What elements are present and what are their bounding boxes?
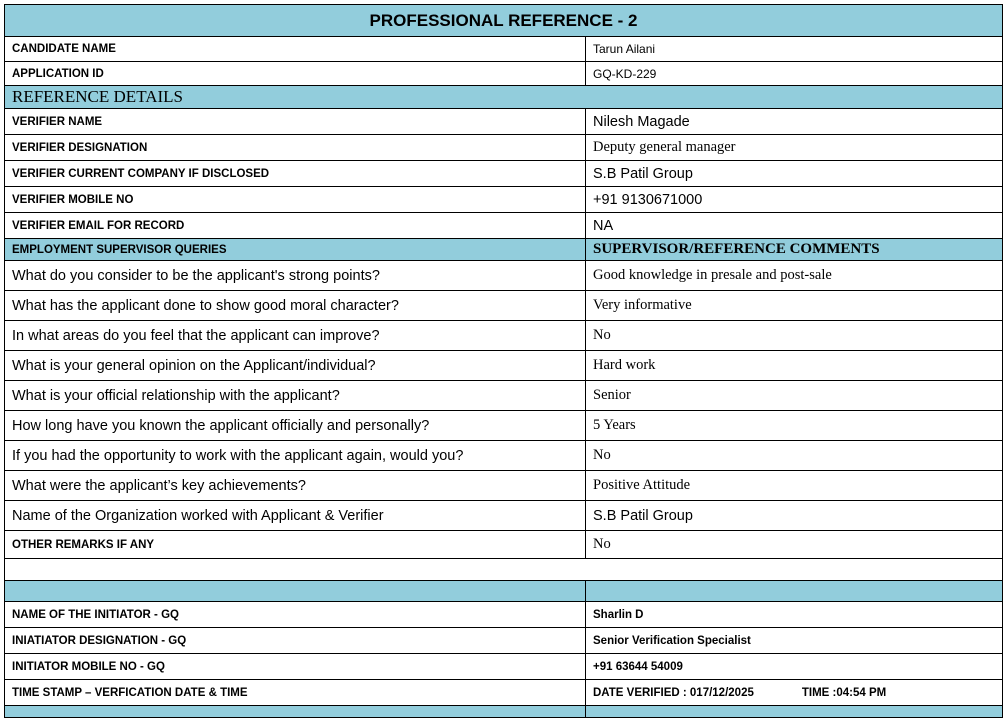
reference-table: PROFESSIONAL REFERENCE - 2 CANDIDATE NAM…: [3, 4, 1004, 718]
queries-header: EMPLOYMENT SUPERVISOR QUERIES: [4, 238, 586, 261]
verifier-value: Nilesh Magade: [584, 108, 1004, 135]
initiator-value: +91 63644 54009: [584, 653, 1004, 680]
query-question: In what areas do you feel that the appli…: [4, 320, 586, 351]
candidate-label: CANDIDATE NAME: [4, 36, 586, 62]
other-remarks-label: OTHER REMARKS IF ANY: [4, 530, 586, 559]
query-question: How long have you known the applicant of…: [4, 410, 586, 441]
verifier-label: VERIFIER CURRENT COMPANY IF DISCLOSED: [4, 160, 586, 187]
query-question: What is your general opinion on the Appl…: [4, 350, 586, 381]
query-answer: S.B Patil Group: [584, 500, 1004, 531]
blank-header-cell: [584, 580, 1004, 602]
query-question: What has the applicant done to show good…: [4, 290, 586, 321]
reference-section-header: REFERENCE DETAILS: [3, 85, 1004, 109]
query-question: What do you consider to be the applicant…: [4, 260, 586, 291]
query-question: Name of the Organization worked with App…: [4, 500, 586, 531]
query-answer: Good knowledge in presale and post-sale: [584, 260, 1004, 291]
page-title: PROFESSIONAL REFERENCE - 2: [3, 4, 1004, 37]
query-question: What is your official relationship with …: [4, 380, 586, 411]
verifier-value: Deputy general manager: [584, 134, 1004, 161]
application-value: GQ-KD-229: [584, 61, 1004, 86]
query-answer: 5 Years: [584, 410, 1004, 441]
query-answer: Positive Attitude: [584, 470, 1004, 501]
blank-header-cell: [4, 580, 586, 602]
verifier-label: VERIFIER DESIGNATION: [4, 134, 586, 161]
query-answer: Senior: [584, 380, 1004, 411]
date-verified: DATE VERIFIED : 017/12/2025: [593, 686, 754, 699]
query-answer: No: [584, 320, 1004, 351]
query-answer: Very informative: [584, 290, 1004, 321]
other-remarks-value: No: [584, 530, 1004, 559]
initiator-label: INITIATOR MOBILE NO - GQ: [4, 653, 586, 680]
comments-header: SUPERVISOR/REFERENCE COMMENTS: [584, 238, 1004, 261]
query-question: If you had the opportunity to work with …: [4, 440, 586, 471]
query-question: What were the applicant’s key achievemen…: [4, 470, 586, 501]
application-label: APPLICATION ID: [4, 61, 586, 86]
initiator-value: Senior Verification Specialist: [584, 627, 1004, 654]
blank-row: [3, 558, 1004, 581]
candidate-value: Tarun Ailani: [584, 36, 1004, 62]
verifier-value: NA: [584, 212, 1004, 239]
time-verified: TIME :04:54 PM: [801, 686, 887, 699]
initiator-label: NAME OF THE INITIATOR - GQ: [4, 601, 586, 628]
initiator-label: INIATIATOR DESIGNATION - GQ: [4, 627, 586, 654]
verifier-label: VERIFIER MOBILE NO: [4, 186, 586, 213]
timestamp-label: TIME STAMP – VERFICATION DATE & TIME: [4, 679, 586, 706]
verifier-value: S.B Patil Group: [584, 160, 1004, 187]
query-answer: No: [584, 440, 1004, 471]
verifier-label: VERIFIER NAME: [4, 108, 586, 135]
verifier-label: VERIFIER EMAIL FOR RECORD: [4, 212, 586, 239]
query-answer: Hard work: [584, 350, 1004, 381]
verifier-value: +91 9130671000: [584, 186, 1004, 213]
initiator-value: Sharlin D: [584, 601, 1004, 628]
